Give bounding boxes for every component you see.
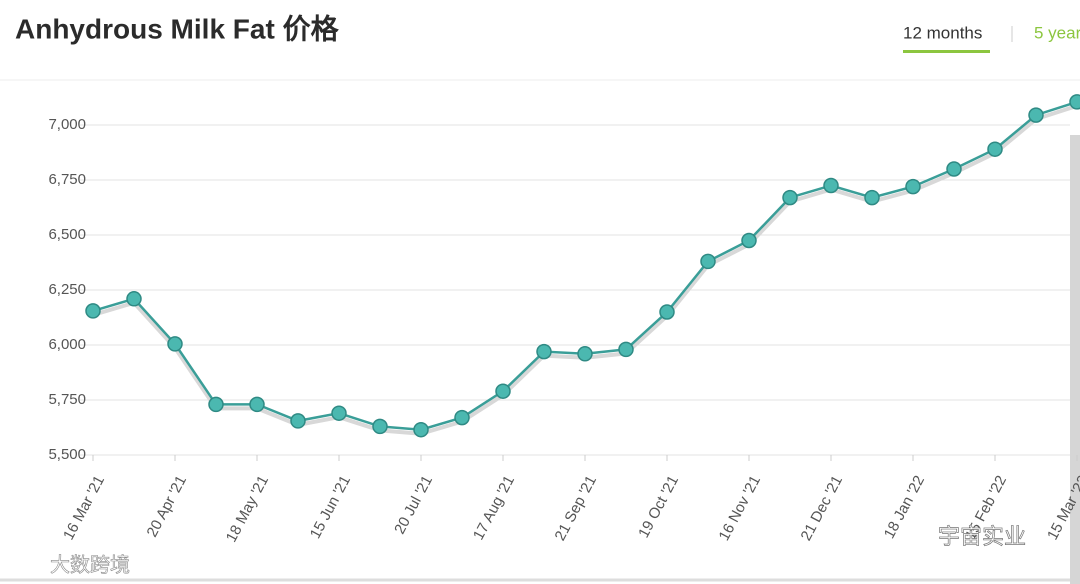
point: [495, 383, 511, 399]
point: [536, 343, 552, 360]
watermark: 大数跨境: [50, 553, 130, 576]
x-tick-label: 20 Jul '21: [391, 473, 436, 537]
x-tick-label: 18 Jan '22: [881, 473, 928, 542]
x-tick-label: 21 Sep '21: [552, 473, 600, 544]
point: [864, 189, 880, 206]
point: [659, 304, 675, 320]
point: [700, 253, 716, 270]
point: [85, 303, 101, 319]
point: [413, 421, 429, 438]
y-tick-label: 5,750: [48, 391, 86, 408]
y-tick-label: 6,500: [48, 226, 86, 243]
x-tick-label: 21 Dec '21: [798, 473, 846, 544]
x-tick-label: 16 Nov '21: [716, 473, 764, 544]
x-tick-label: 15 Jun '21: [307, 473, 354, 542]
x-tick-label: 17 Aug '21: [470, 473, 518, 543]
y-tick-label: 6,000: [48, 336, 86, 353]
x-tick-label: 20 Apr '21: [144, 473, 191, 540]
y-tick-label: 6,250: [48, 281, 86, 298]
x-tick-label: 19 Oct '21: [635, 473, 682, 541]
point: [249, 396, 265, 413]
y-tick-label: 7,000: [48, 116, 86, 133]
point: [454, 409, 470, 426]
line-shadow: [92, 103, 1078, 436]
tab[interactable]: 12 months: [903, 23, 982, 42]
scrollbar[interactable]: [1070, 135, 1080, 584]
plot: 5,500 5,750 6,000 6,250 6,500 6,750 7,000 16 Ma…: [48, 94, 1080, 545]
point: [987, 141, 1003, 157]
point: [1028, 107, 1044, 123]
x-tick-label: 16 Mar '21: [60, 473, 108, 543]
y-tick-label: 5,500: [48, 446, 86, 463]
tab[interactable]: 5 years: [1034, 23, 1080, 42]
point: [905, 178, 921, 195]
point: [577, 346, 593, 362]
point: [167, 336, 183, 352]
y-tick-label: 6,750: [48, 171, 86, 188]
chart-title: Anhydrous Milk Fat 价格: [15, 13, 340, 44]
point: [741, 232, 757, 249]
point: [946, 161, 962, 177]
point: [331, 405, 347, 421]
point: [290, 413, 306, 429]
watermark: 宇宙实业: [938, 524, 1026, 549]
point: [823, 177, 839, 194]
point: [372, 418, 388, 435]
point: [618, 341, 634, 358]
point: [782, 189, 798, 206]
point: [208, 396, 224, 413]
point: [1069, 94, 1080, 110]
x-tick-label: 18 May '21: [223, 473, 272, 545]
tab-underline: [903, 50, 990, 53]
point: [126, 291, 142, 307]
line: [92, 100, 1078, 431]
